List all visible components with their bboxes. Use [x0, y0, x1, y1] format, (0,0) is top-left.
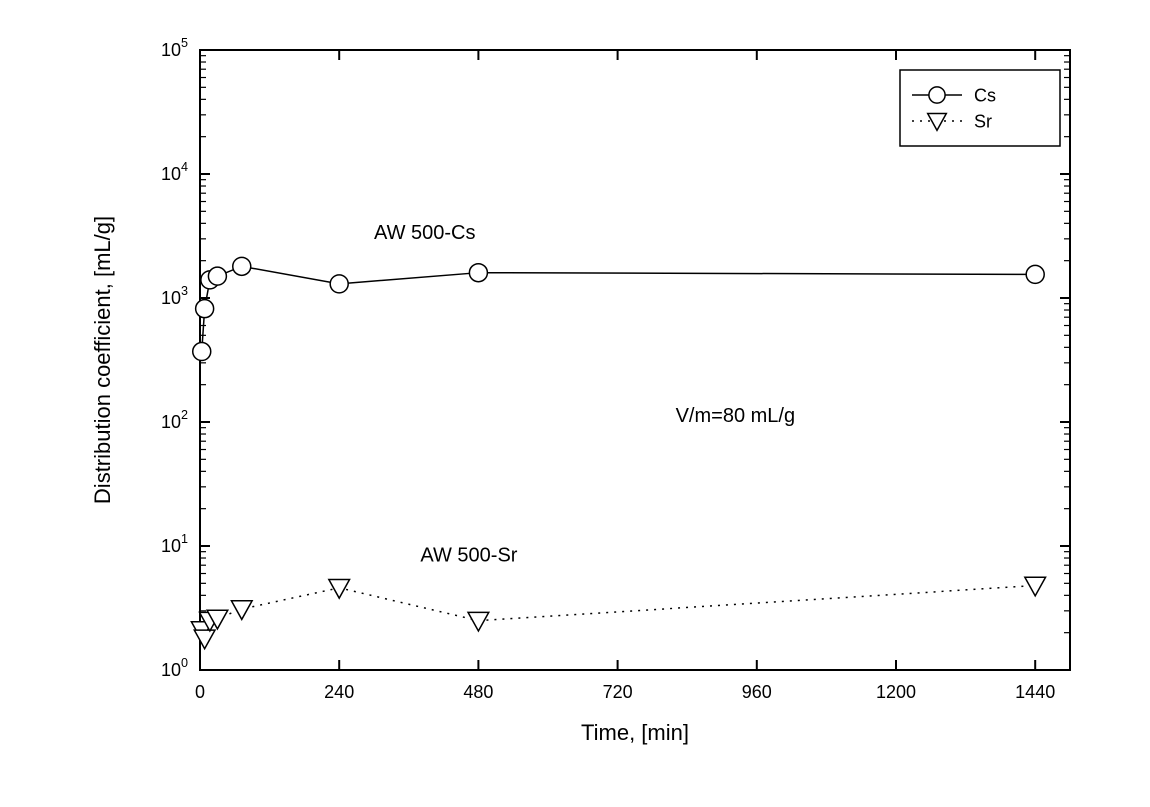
marker-circle — [469, 264, 487, 282]
chart-annotation: AW 500-Sr — [420, 544, 517, 566]
chart-annotation: AW 500-Cs — [374, 222, 476, 244]
marker-circle — [193, 343, 211, 361]
x-tick-label: 720 — [603, 682, 633, 702]
x-axis-label: Time, [min] — [581, 720, 689, 745]
legend-box — [900, 70, 1060, 146]
y-axis-label: Distribution coefficient, [mL/g] — [90, 216, 115, 504]
chart-annotation: V/m=80 mL/g — [676, 405, 796, 427]
x-tick-label: 240 — [324, 682, 354, 702]
x-tick-label: 480 — [463, 682, 493, 702]
x-tick-label: 1440 — [1015, 682, 1055, 702]
distribution-coefficient-chart: 024048072096012001440Time, [min]10010110… — [0, 0, 1150, 807]
marker-circle — [196, 300, 214, 318]
marker-circle — [208, 267, 226, 285]
x-tick-label: 0 — [195, 682, 205, 702]
marker-circle — [330, 275, 348, 293]
x-tick-label: 960 — [742, 682, 772, 702]
marker-circle — [233, 257, 251, 275]
legend-label: Sr — [974, 111, 992, 131]
legend-label: Cs — [974, 85, 996, 105]
marker-circle — [1026, 265, 1044, 283]
marker-circle — [929, 87, 945, 103]
x-tick-label: 1200 — [876, 682, 916, 702]
